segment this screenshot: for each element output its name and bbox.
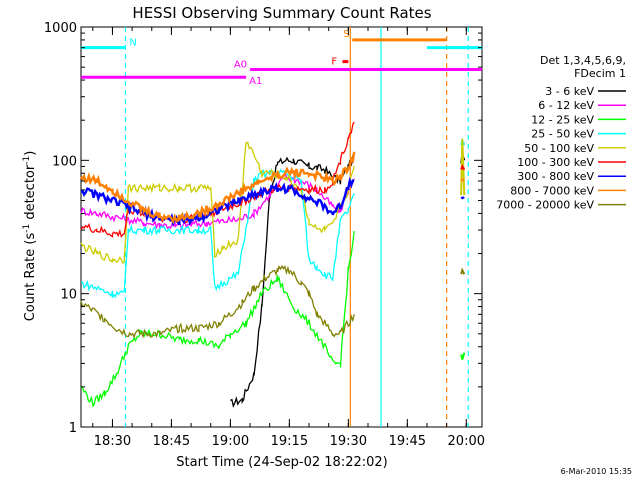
legend-title-line1: Det 1,3,4,5,6,9, [540,54,626,67]
late-segment-7 [460,177,465,182]
y-tick-label: 1000 [44,21,77,36]
x-tick-label: 19:00 [212,434,249,449]
legend-label: 6 - 12 keV [538,99,594,112]
plot-area [80,26,483,428]
x-tick-label: 20:00 [448,434,485,449]
flag-label: F [331,57,337,68]
chart-title: HESSI Observing Summary Count Rates [132,4,431,22]
legend-label: 300 - 800 keV [517,170,594,183]
data-series [80,121,466,408]
legend-label: 100 - 300 keV [517,156,594,169]
y-axis-label: Count Rate (s-1 detector-1) [22,151,38,322]
late-segment-4 [460,138,466,196]
x-tick-label: 18:45 [153,434,190,449]
series-line-9 [80,264,355,339]
legend-label: 50 - 100 keV [524,142,594,155]
series-line-4 [81,167,355,299]
x-axis-label: Start Time (24-Sep-02 18:22:02) [176,455,387,470]
x-tick-label: 19:30 [330,434,367,449]
series-line-8 [80,151,356,225]
late-segment-8 [460,267,466,275]
x-tick-label: 18:30 [94,434,131,449]
axes: 18:30 18:45 19:00 19:15 19:30 19:45 20:00 1 10 10… [44,21,485,449]
plot-frame [80,26,483,428]
legend-title-line2: FDecim 1 [574,67,626,80]
x-tick-label: 19:15 [271,434,308,449]
late-segment-2 [460,352,466,360]
y-tick-label: 1 [69,421,77,436]
legend-label: 12 - 25 keV [531,113,594,126]
series-line-3 [80,230,355,407]
vertical-markers [124,27,469,427]
y-tick-label: 100 [52,154,77,169]
legend-label: 800 - 7000 keV [510,184,594,197]
late-segment-6 [460,196,465,200]
x-tick-label: 19:45 [389,434,426,449]
series-line-2 [80,173,355,231]
legend-label: 3 - 6 keV [545,85,594,98]
y-tick-label: 10 [60,288,77,303]
flag-label: A0 [234,60,247,71]
flag-label: S [343,29,349,40]
legend-label: 7000 - 20000 keV [496,199,594,212]
flag-label: A1 [249,76,262,87]
late-segment-5 [460,164,466,171]
generation-timestamp: 6-Mar-2010 15:35 [561,467,632,476]
flag-label: N [129,38,136,49]
legend-label: 25 - 50 keV [531,128,594,141]
